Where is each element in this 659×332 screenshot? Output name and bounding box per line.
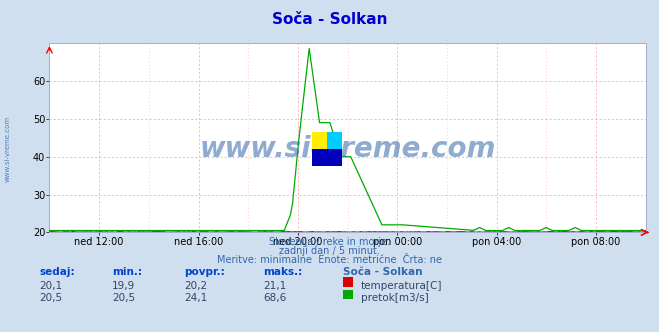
Text: 20,5: 20,5: [112, 293, 135, 303]
Text: Soča - Solkan: Soča - Solkan: [343, 267, 422, 277]
Text: Slovenija / reke in morje.: Slovenija / reke in morje.: [269, 237, 390, 247]
Text: 21,1: 21,1: [264, 281, 287, 290]
Text: temperatura[C]: temperatura[C]: [361, 281, 443, 290]
Text: maks.:: maks.:: [264, 267, 303, 277]
Text: 19,9: 19,9: [112, 281, 135, 290]
Text: 68,6: 68,6: [264, 293, 287, 303]
Text: Soča - Solkan: Soča - Solkan: [272, 12, 387, 27]
Text: zadnji dan / 5 minut.: zadnji dan / 5 minut.: [279, 246, 380, 256]
Text: 24,1: 24,1: [185, 293, 208, 303]
Text: Meritve: minimalne  Enote: metrične  Črta: ne: Meritve: minimalne Enote: metrične Črta:…: [217, 255, 442, 265]
Text: povpr.:: povpr.:: [185, 267, 225, 277]
Text: 20,1: 20,1: [40, 281, 63, 290]
Text: www.si-vreme.com: www.si-vreme.com: [200, 135, 496, 163]
Text: pretok[m3/s]: pretok[m3/s]: [361, 293, 429, 303]
Text: 20,5: 20,5: [40, 293, 63, 303]
Text: 20,2: 20,2: [185, 281, 208, 290]
Text: sedaj:: sedaj:: [40, 267, 75, 277]
Text: www.si-vreme.com: www.si-vreme.com: [5, 116, 11, 183]
Text: min.:: min.:: [112, 267, 142, 277]
